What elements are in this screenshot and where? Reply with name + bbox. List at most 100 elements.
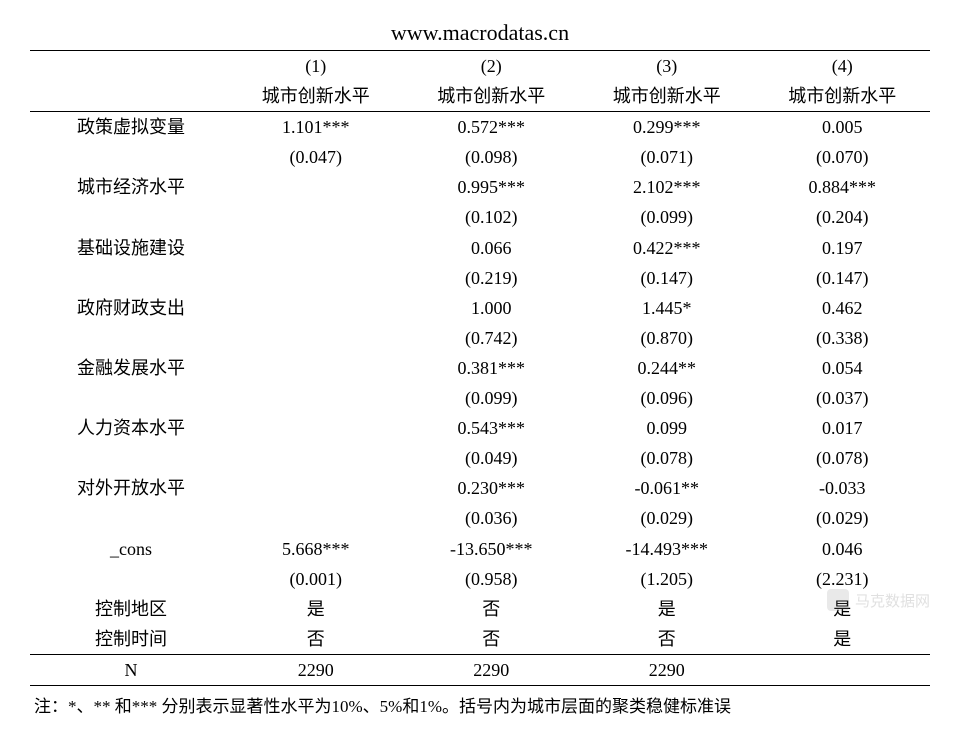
coef-cell: 0.543*** (404, 413, 580, 443)
coef-cell: 1.101*** (228, 112, 404, 143)
table-row: 城市经济水平 0.995***2.102***0.884*** (30, 172, 930, 202)
col-label-3: 城市创新水平 (579, 81, 755, 112)
table-row: 政府财政支出 1.0001.445*0.462 (30, 293, 930, 323)
table-row: (0.001)(0.958)(1.205)(2.231) (30, 564, 930, 594)
se-cell: (0.099) (579, 202, 755, 232)
value-cell: 否 (228, 624, 404, 655)
row-label: 金融发展水平 (30, 353, 228, 383)
table-row: 控制地区是否是是 (30, 594, 930, 624)
regression-table: (1) (2) (3) (4) 城市创新水平 城市创新水平 城市创新水平 城市创… (30, 50, 930, 686)
coef-cell: 0.995*** (404, 172, 580, 202)
coef-cell: 2.102*** (579, 172, 755, 202)
table-row: 政策虚拟变量1.101***0.572***0.299***0.005 (30, 112, 930, 143)
se-cell: (0.078) (579, 443, 755, 473)
col-label-4: 城市创新水平 (755, 81, 931, 112)
se-cell: (0.071) (579, 142, 755, 172)
value-cell: 是 (579, 594, 755, 624)
se-cell (228, 263, 404, 293)
row-label: 基础设施建设 (30, 233, 228, 263)
se-cell: (0.219) (404, 263, 580, 293)
coef-cell: 0.884*** (755, 172, 931, 202)
value-cell: 是 (228, 594, 404, 624)
se-cell: (0.099) (404, 383, 580, 413)
value-cell: 2290 (228, 654, 404, 685)
row-label-empty (30, 263, 228, 293)
table-body: 政策虚拟变量1.101***0.572***0.299***0.005(0.04… (30, 112, 930, 594)
se-cell: (0.958) (404, 564, 580, 594)
coef-cell (228, 293, 404, 323)
table-row: (0.099)(0.096)(0.037) (30, 383, 930, 413)
col-label-1: 城市创新水平 (228, 81, 404, 112)
value-cell: 是 (755, 594, 931, 624)
row-label-empty (30, 323, 228, 353)
table-row: (0.049)(0.078)(0.078) (30, 443, 930, 473)
se-cell: (0.047) (228, 142, 404, 172)
row-label-empty (30, 383, 228, 413)
coef-cell: 0.017 (755, 413, 931, 443)
col-index-4: (4) (755, 51, 931, 82)
table-row: (0.102)(0.099)(0.204) (30, 202, 930, 232)
row-label: 对外开放水平 (30, 473, 228, 503)
coef-cell: -13.650*** (404, 534, 580, 564)
table-footnote: 注：*、** 和*** 分别表示显著性水平为10%、5%和1%。括号内为城市层面… (30, 692, 930, 717)
row-label: N (30, 654, 228, 685)
coef-cell: 0.299*** (579, 112, 755, 143)
coef-cell (228, 233, 404, 263)
coef-cell: 0.046 (755, 534, 931, 564)
se-cell: (0.029) (755, 503, 931, 533)
column-index-row: (1) (2) (3) (4) (30, 51, 930, 82)
value-cell (755, 654, 931, 685)
se-cell: (0.001) (228, 564, 404, 594)
row-label: 政策虚拟变量 (30, 112, 228, 143)
row-label: _cons (30, 534, 228, 564)
coef-cell: 0.572*** (404, 112, 580, 143)
se-cell: (0.037) (755, 383, 931, 413)
row-label-empty (30, 202, 228, 232)
table-row: 金融发展水平0.381***0.244**0.054 (30, 353, 930, 383)
coef-cell: 0.462 (755, 293, 931, 323)
row-label: 城市经济水平 (30, 172, 228, 202)
table-row: 控制时间否否否是 (30, 624, 930, 655)
row-label-empty (30, 564, 228, 594)
se-cell (228, 443, 404, 473)
value-cell: 2290 (579, 654, 755, 685)
table-row: (0.047)(0.098)(0.071)(0.070) (30, 142, 930, 172)
coef-cell: 1.000 (404, 293, 580, 323)
table-extra: 控制地区是否是是控制时间否否否是N229022902290 (30, 594, 930, 686)
coef-cell: 0.381*** (404, 353, 580, 383)
table-row: N229022902290 (30, 654, 930, 685)
coef-cell (228, 172, 404, 202)
coef-cell: 1.445* (579, 293, 755, 323)
coef-cell: 5.668*** (228, 534, 404, 564)
se-cell: (0.029) (579, 503, 755, 533)
value-cell: 2290 (404, 654, 580, 685)
col-index-2: (2) (404, 51, 580, 82)
col-index-1: (1) (228, 51, 404, 82)
coef-cell: -14.493*** (579, 534, 755, 564)
row-label: 控制地区 (30, 594, 228, 624)
row-label: 人力资本水平 (30, 413, 228, 443)
se-cell: (0.102) (404, 202, 580, 232)
coef-cell (228, 413, 404, 443)
se-cell: (0.070) (755, 142, 931, 172)
col-index-3: (3) (579, 51, 755, 82)
value-cell: 否 (579, 624, 755, 655)
row-label-empty (30, 142, 228, 172)
se-cell (228, 202, 404, 232)
row-label: 政府财政支出 (30, 293, 228, 323)
se-cell: (0.036) (404, 503, 580, 533)
table-row: (0.036)(0.029)(0.029) (30, 503, 930, 533)
row-label-empty (30, 443, 228, 473)
coef-cell: 0.197 (755, 233, 931, 263)
row-label: 控制时间 (30, 624, 228, 655)
table-row: _cons5.668***-13.650***-14.493***0.046 (30, 534, 930, 564)
table-row: (0.219)(0.147)(0.147) (30, 263, 930, 293)
coef-cell: 0.066 (404, 233, 580, 263)
value-cell: 否 (404, 624, 580, 655)
coef-cell: 0.230*** (404, 473, 580, 503)
coef-cell: 0.244** (579, 353, 755, 383)
se-cell: (0.096) (579, 383, 755, 413)
se-cell: (0.147) (579, 263, 755, 293)
value-cell: 是 (755, 624, 931, 655)
se-cell: (0.049) (404, 443, 580, 473)
